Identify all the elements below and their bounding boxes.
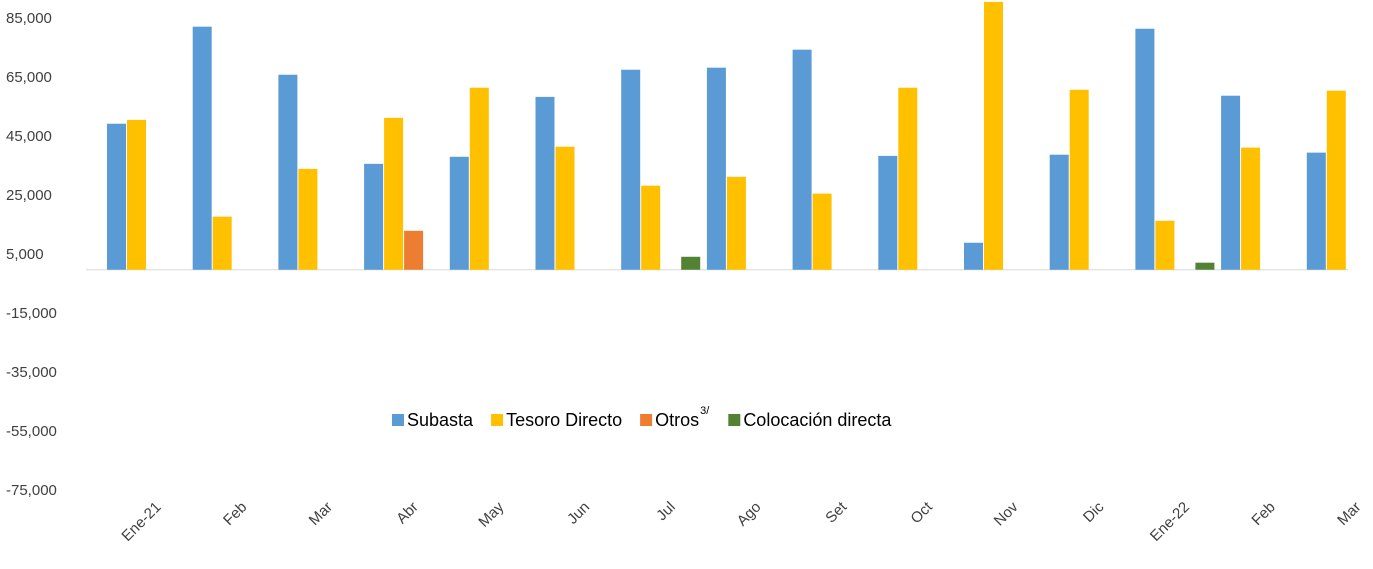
x-tick-label: Feb [220, 499, 250, 529]
x-tick-label: May [475, 498, 507, 530]
bar [298, 168, 318, 270]
x-tick-label: Jun [564, 499, 593, 528]
bar [127, 119, 146, 270]
y-tick-label: 85,000 [6, 10, 52, 27]
bar [449, 156, 469, 270]
bar [792, 49, 812, 270]
y-tick-label: 45,000 [6, 128, 52, 145]
bar [812, 193, 832, 270]
legend-swatch [491, 414, 504, 426]
legend-swatch [640, 414, 653, 426]
y-tick-label: -35,000 [6, 364, 57, 381]
bar [384, 117, 404, 270]
bar [1241, 147, 1261, 270]
x-tick-label: Mar [306, 499, 336, 529]
bar [984, 1, 1003, 270]
y-tick-label: -55,000 [6, 423, 57, 440]
bar [621, 69, 641, 270]
bar [1069, 89, 1089, 270]
bar [898, 87, 918, 270]
x-tick-label: Dic [1080, 498, 1108, 526]
bar [1049, 154, 1069, 270]
bar [1135, 28, 1155, 270]
legend-swatch [392, 414, 404, 426]
x-tick-label: Mar [1334, 499, 1364, 529]
bar [681, 256, 701, 270]
legend-item: Colocación directa [728, 410, 892, 430]
y-tick-label: 25,000 [6, 187, 52, 204]
bar [1326, 90, 1346, 270]
legend-label: Tesoro Directo [506, 410, 622, 430]
bar [469, 87, 489, 270]
legend-footnote: 3/ [700, 405, 710, 417]
bar [107, 123, 126, 270]
bar [1195, 262, 1215, 270]
bar [706, 67, 726, 270]
legend-swatch [728, 414, 741, 426]
bar [878, 155, 898, 270]
x-tick-label: Ene-21 [118, 499, 164, 545]
x-tick-label: Oct [907, 498, 936, 527]
legend-label: Otros [655, 410, 699, 430]
x-tick-label: Set [822, 498, 851, 527]
legend-label: Subasta [407, 410, 474, 430]
x-tick-label: Nov [991, 498, 1022, 529]
y-tick-label: 65,000 [6, 69, 52, 86]
x-tick-label: Ago [734, 499, 765, 530]
bar [641, 185, 661, 270]
bar [555, 146, 575, 270]
bar [1306, 152, 1326, 270]
bar [278, 74, 298, 270]
bar [726, 176, 746, 270]
bar [535, 96, 555, 270]
bar [212, 216, 232, 270]
bar [404, 230, 424, 270]
y-tick-label: -15,000 [6, 305, 57, 322]
legend-item: Tesoro Directo [491, 410, 622, 430]
y-tick-label: 5,000 [6, 246, 44, 263]
legend-label: Colocación directa [743, 410, 892, 430]
x-tick-label: Abr [393, 499, 422, 528]
y-tick-label: -75,000 [6, 482, 57, 499]
bar [364, 163, 384, 270]
bar [964, 242, 983, 270]
x-tick-label: Ene-22 [1147, 499, 1193, 545]
legend-item: Subasta [392, 410, 474, 430]
legend-item: Otros 3/ [640, 405, 710, 430]
x-tick-label: Feb [1248, 499, 1278, 529]
bar [1221, 95, 1241, 270]
bar [192, 26, 212, 270]
x-tick-label: Jul [653, 499, 679, 525]
bar [1155, 220, 1175, 270]
